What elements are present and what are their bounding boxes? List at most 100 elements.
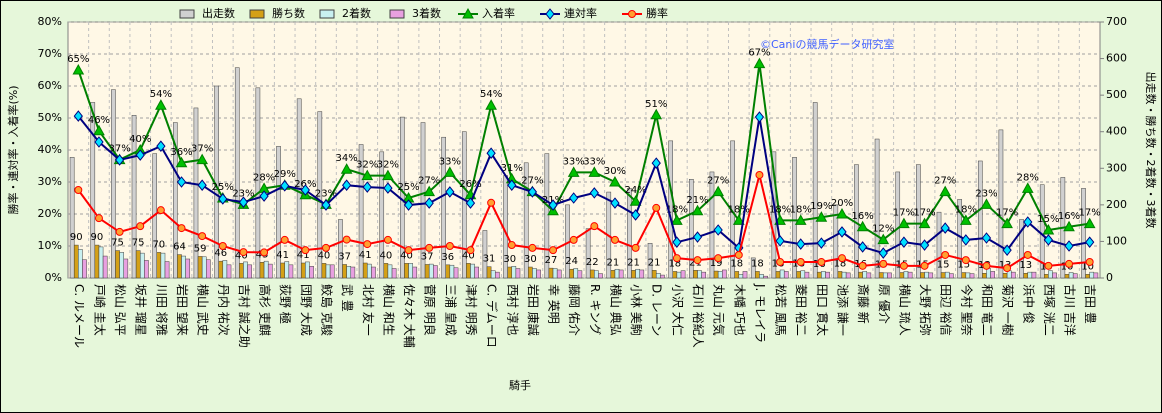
bar: [713, 270, 719, 279]
marker: [445, 242, 454, 250]
bar: [350, 266, 356, 279]
marker: [528, 243, 537, 252]
bar: [1068, 272, 1074, 279]
legend-marker: [462, 7, 474, 19]
marker: [156, 140, 166, 152]
marker: [341, 179, 352, 192]
marker: [1042, 223, 1055, 235]
bar: [1072, 273, 1078, 279]
data-label: 23%: [232, 188, 254, 199]
marker: [93, 124, 105, 136]
x-tick-label: 坂井 瑠星: [134, 284, 148, 336]
marker: [177, 224, 186, 233]
data-label: 33%: [583, 156, 605, 167]
bar: [387, 264, 393, 279]
data-label: 19: [710, 258, 723, 269]
y-tick-label: 60%: [38, 79, 62, 92]
bar: [234, 67, 240, 279]
data-label: 18: [834, 258, 847, 269]
data-label: 27: [545, 255, 558, 266]
data-label: 16%: [852, 211, 874, 222]
bar: [164, 261, 170, 279]
bar: [342, 264, 347, 279]
legend-marker: [628, 10, 636, 18]
bar: [920, 272, 925, 279]
bar: [441, 136, 446, 279]
bar: [627, 188, 632, 279]
bar: [697, 270, 702, 279]
y-tick-label: 70%: [38, 47, 62, 60]
bar: [317, 111, 323, 279]
marker: [1063, 220, 1075, 232]
data-label: 18: [668, 258, 681, 269]
data-label: 17%: [1079, 208, 1101, 219]
marker: [794, 214, 807, 225]
bar: [309, 266, 314, 279]
bar: [346, 266, 352, 279]
y-tick-label: 30%: [38, 175, 62, 188]
x-tick-label: 佐々木 大輔: [402, 284, 416, 348]
x-tick-label: 田口 貫太: [815, 284, 830, 336]
marker: [879, 259, 888, 268]
bar: [812, 102, 818, 279]
marker: [114, 154, 125, 166]
marker: [939, 185, 952, 197]
bar: [841, 271, 847, 279]
marker: [693, 256, 702, 265]
y2-tick-label: 100: [1106, 234, 1127, 247]
bar: [528, 266, 533, 279]
bar: [742, 271, 748, 279]
x-tick-label: 和田 竜二: [980, 284, 994, 336]
bar: [367, 263, 372, 279]
bar: [507, 266, 513, 279]
bar: [243, 261, 248, 279]
bar: [594, 270, 599, 279]
bar: [610, 270, 616, 279]
marker: [1085, 258, 1094, 266]
marker: [156, 206, 165, 215]
marker: [72, 63, 85, 75]
bar: [750, 257, 756, 279]
y2-tick-label: 600: [1106, 52, 1127, 65]
bar: [424, 264, 430, 279]
bar: [738, 274, 744, 279]
bar: [1031, 271, 1037, 279]
marker: [816, 237, 827, 249]
data-label: 10: [1081, 261, 1094, 272]
bar: [78, 249, 83, 279]
legend-label: 2着数: [342, 6, 371, 20]
bar: [82, 259, 87, 279]
bar: [928, 272, 934, 279]
data-label: 27%: [934, 176, 956, 187]
bar: [420, 122, 426, 279]
marker: [340, 163, 353, 174]
x-tick-label: 菱田 裕二: [794, 284, 809, 336]
bar: [1002, 272, 1008, 279]
data-label: 59: [194, 243, 207, 254]
bar: [201, 256, 207, 279]
y-tick-label: 50%: [38, 111, 62, 124]
legend-swatch: [319, 9, 335, 19]
bar: [883, 272, 888, 279]
marker: [443, 166, 456, 177]
bar: [321, 263, 327, 279]
x-tick-label: J. モレイラ: [753, 283, 767, 343]
x-tick-label: 吉村 誠之助: [237, 284, 251, 348]
bar: [878, 272, 884, 279]
x-tick-label: R. キング: [588, 284, 602, 335]
marker: [1043, 234, 1054, 246]
bar: [544, 153, 550, 279]
bar: [796, 271, 801, 279]
bar: [804, 271, 810, 279]
marker: [776, 258, 785, 266]
marker: [775, 235, 785, 247]
data-label: 21%: [686, 195, 708, 206]
marker: [610, 235, 619, 244]
marker: [630, 209, 641, 221]
bar: [1019, 219, 1024, 279]
x-tick-label: 古川 吉洋: [1063, 284, 1078, 336]
marker: [796, 258, 805, 266]
bar: [523, 162, 529, 279]
bar: [193, 107, 199, 279]
marker: [588, 166, 601, 177]
